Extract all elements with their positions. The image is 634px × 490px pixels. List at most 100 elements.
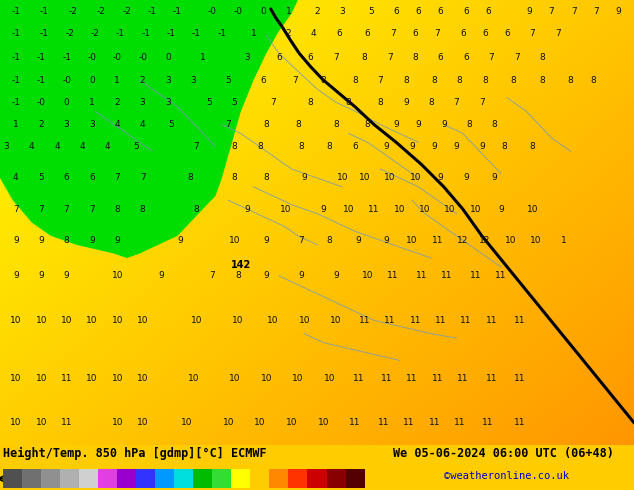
Text: 3: 3: [339, 7, 346, 16]
Text: 11: 11: [381, 374, 392, 383]
Text: -1: -1: [37, 75, 46, 85]
Text: 11: 11: [514, 316, 526, 325]
Text: 10: 10: [362, 271, 373, 280]
Text: 11: 11: [432, 374, 443, 383]
Text: 8: 8: [466, 120, 472, 129]
Bar: [155, 469, 174, 488]
Text: 6: 6: [460, 29, 466, 38]
Text: 9: 9: [384, 236, 390, 245]
Text: 10: 10: [10, 418, 22, 427]
Text: 7: 7: [114, 173, 120, 182]
Text: 10: 10: [318, 418, 329, 427]
Bar: [307, 469, 327, 488]
Text: 4: 4: [80, 142, 85, 151]
Text: 10: 10: [286, 418, 297, 427]
Text: 9: 9: [384, 142, 390, 151]
Text: -1: -1: [11, 75, 20, 85]
Text: 9: 9: [333, 271, 339, 280]
Text: -1: -1: [217, 29, 226, 38]
Text: 4: 4: [55, 142, 60, 151]
Text: 8: 8: [431, 75, 437, 85]
Text: 9: 9: [403, 98, 409, 107]
Text: -1: -1: [11, 98, 20, 107]
Text: 10: 10: [61, 316, 72, 325]
Text: 11: 11: [429, 418, 440, 427]
Text: 8: 8: [114, 205, 120, 214]
Text: 6: 6: [463, 53, 469, 62]
Text: -0: -0: [233, 7, 242, 16]
Text: 10: 10: [267, 316, 278, 325]
Text: 7: 7: [479, 98, 485, 107]
Text: 10: 10: [137, 374, 148, 383]
Text: 10: 10: [229, 374, 240, 383]
Text: 8: 8: [365, 120, 371, 129]
Text: 8: 8: [590, 75, 596, 85]
Text: 11: 11: [406, 374, 418, 383]
Text: 6: 6: [504, 29, 510, 38]
Text: 7: 7: [514, 53, 520, 62]
Text: 9: 9: [114, 236, 120, 245]
Text: 8: 8: [187, 173, 193, 182]
Text: 10: 10: [292, 374, 304, 383]
Text: 7: 7: [298, 236, 304, 245]
Text: 10: 10: [337, 173, 348, 182]
Text: 8: 8: [231, 142, 238, 151]
Text: -1: -1: [11, 29, 20, 38]
Text: -2: -2: [122, 7, 131, 16]
Text: 5: 5: [231, 98, 238, 107]
Bar: [212, 469, 231, 488]
Text: 10: 10: [444, 205, 456, 214]
Text: 10: 10: [10, 374, 22, 383]
Text: 3: 3: [190, 75, 197, 85]
Text: 9: 9: [491, 173, 498, 182]
Text: 3: 3: [89, 120, 95, 129]
Text: 10: 10: [36, 316, 47, 325]
Text: 11: 11: [387, 271, 399, 280]
Text: 8: 8: [193, 205, 200, 214]
Text: 7: 7: [225, 120, 231, 129]
Text: 6: 6: [485, 7, 491, 16]
Bar: [231, 469, 250, 488]
Text: -0: -0: [37, 98, 46, 107]
Text: 142: 142: [231, 260, 251, 270]
Text: 9: 9: [526, 7, 533, 16]
Text: 7: 7: [13, 205, 19, 214]
Bar: [3, 469, 22, 488]
Text: 8: 8: [235, 271, 241, 280]
Text: 9: 9: [441, 120, 447, 129]
Text: -1: -1: [167, 29, 176, 38]
Text: 10: 10: [137, 316, 148, 325]
Text: -0: -0: [208, 7, 217, 16]
Text: -1: -1: [11, 7, 20, 16]
Text: 9: 9: [13, 271, 19, 280]
Text: 11: 11: [470, 271, 481, 280]
Text: 7: 7: [488, 53, 495, 62]
Text: 4: 4: [140, 120, 145, 129]
Text: 11: 11: [514, 418, 526, 427]
Text: 8: 8: [428, 98, 434, 107]
Text: 11: 11: [359, 316, 370, 325]
Text: 8: 8: [333, 120, 339, 129]
Text: 5: 5: [168, 120, 174, 129]
Text: 9: 9: [415, 120, 422, 129]
Text: 8: 8: [320, 75, 327, 85]
Text: 10: 10: [505, 236, 516, 245]
Text: 2: 2: [314, 7, 320, 16]
Text: 8: 8: [307, 98, 314, 107]
Text: 9: 9: [615, 7, 621, 16]
Text: 2: 2: [39, 120, 44, 129]
Text: 8: 8: [327, 142, 333, 151]
Text: 6: 6: [463, 7, 469, 16]
Text: 10: 10: [324, 374, 335, 383]
Bar: [79, 469, 98, 488]
Text: 9: 9: [244, 205, 250, 214]
Text: 0: 0: [63, 98, 70, 107]
Text: 10: 10: [470, 205, 481, 214]
Text: 7: 7: [38, 205, 44, 214]
Text: 9: 9: [89, 236, 95, 245]
Text: 10: 10: [191, 316, 202, 325]
Text: 11: 11: [495, 271, 507, 280]
Text: 0: 0: [89, 75, 95, 85]
Text: 8: 8: [295, 120, 301, 129]
Text: -2: -2: [68, 7, 77, 16]
